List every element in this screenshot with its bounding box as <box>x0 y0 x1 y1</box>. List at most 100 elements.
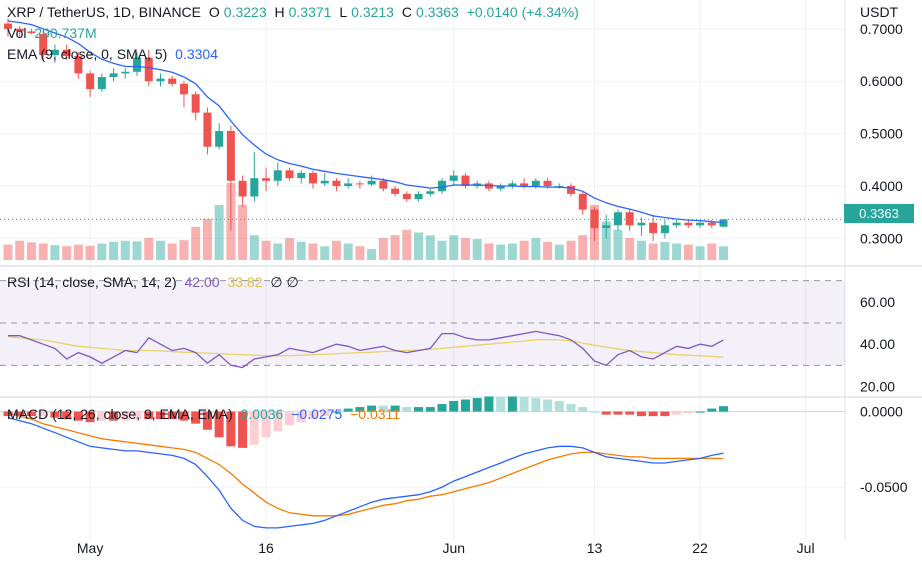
volume-bar <box>367 249 377 260</box>
candle-body <box>121 71 130 74</box>
candle-body <box>391 188 400 194</box>
low-label: L <box>339 4 348 20</box>
volume-bar <box>531 238 541 260</box>
macd-histogram-bar <box>355 407 365 412</box>
macd-histogram-bar <box>519 396 529 412</box>
macd-histogram-bar <box>155 411 165 420</box>
candle-body <box>39 34 48 56</box>
macd-histogram-bar <box>191 411 201 424</box>
volume-bar <box>320 246 330 260</box>
candle-body <box>320 180 329 184</box>
candle-body <box>684 222 693 226</box>
macd-histogram-bar <box>202 411 212 430</box>
macd-value: −0.0275 <box>291 406 343 422</box>
open-label: O <box>208 4 220 20</box>
candle-body <box>402 193 411 200</box>
volume-bar <box>179 240 189 260</box>
candle-body <box>520 183 529 187</box>
macd-histogram-bar <box>648 411 658 417</box>
macd-histogram-bar <box>590 411 599 413</box>
candle-body <box>27 31 36 34</box>
macd-histogram-bar <box>496 396 506 412</box>
price-tick-label: 0.5000 <box>860 126 903 142</box>
macd-histogram-bar <box>296 411 306 423</box>
macd-tick-label: -0.0500 <box>860 479 908 495</box>
macd-histogram-bar <box>261 411 271 438</box>
candle-body <box>203 112 212 147</box>
candle-body <box>660 225 669 234</box>
macd-histogram-bar <box>390 405 400 412</box>
ema-value: 0.3304 <box>175 46 218 62</box>
rsi-line <box>8 330 724 369</box>
volume-legend: Vol 290.737M <box>7 25 101 41</box>
price-tick-label: 0.6000 <box>860 73 903 89</box>
candle-body <box>97 77 106 90</box>
macd-histogram-bar <box>636 411 646 417</box>
macd-histogram-bar <box>554 401 564 412</box>
macd-histogram-bar <box>132 411 142 420</box>
macd-histogram-bar <box>238 411 248 448</box>
candle-body <box>156 78 165 82</box>
volume-bar <box>613 229 623 260</box>
volume-label: Vol <box>7 25 27 41</box>
volume-value: 290.737M <box>34 25 97 41</box>
candle-body <box>531 180 540 187</box>
volume-bar <box>273 243 283 260</box>
volume-bar <box>566 240 576 260</box>
macd-histogram-bar <box>566 404 576 412</box>
price-tick-label: 0.7000 <box>860 21 903 37</box>
macd-histogram-bar <box>460 399 470 412</box>
volume-bar <box>460 238 470 260</box>
macd-hist-value: 0.0036 <box>240 406 284 422</box>
volume-bar <box>26 242 36 260</box>
macd-histogram-bar <box>62 411 72 420</box>
volume-bar <box>85 245 95 260</box>
ema-label: EMA (9, close, 0, SMA, 5) <box>7 46 168 62</box>
macd-histogram-bar <box>3 411 13 417</box>
macd-histogram-bar <box>214 411 224 438</box>
candle-body <box>496 186 505 189</box>
volume-bar <box>496 244 506 260</box>
candle-body <box>273 170 282 181</box>
volume-bar <box>402 229 412 260</box>
candle-body <box>637 222 646 226</box>
candle-body <box>719 219 728 227</box>
volume-bar <box>285 238 295 260</box>
macd-histogram-bar <box>97 411 107 421</box>
time-tick-label: 13 <box>587 540 603 556</box>
rsi-hidden-icons[interactable]: ∅ ∅ <box>270 274 299 290</box>
candle-body <box>672 222 681 226</box>
macd-histogram-bar <box>50 411 60 418</box>
candle-body <box>355 183 364 185</box>
volume-bar <box>238 205 248 260</box>
candle-body <box>191 94 200 113</box>
candle-body <box>367 180 376 185</box>
close-value: 0.3363 <box>415 4 459 20</box>
candle-body <box>543 180 552 187</box>
candle-body <box>308 172 317 184</box>
volume-bar <box>601 221 611 260</box>
volume-bar <box>519 240 529 260</box>
macd-histogram-bar <box>613 411 623 415</box>
macd-histogram-bar <box>683 411 693 414</box>
macd-histogram-bar <box>507 396 517 412</box>
candle-body <box>613 212 622 226</box>
volume-bar <box>50 245 60 260</box>
macd-histogram-bar <box>109 411 119 421</box>
macd-histogram-bar <box>120 411 130 421</box>
macd-histogram-bar <box>660 411 670 417</box>
candle-body <box>508 183 517 187</box>
macd-histogram-bar <box>343 408 353 412</box>
candle-body <box>590 209 599 228</box>
volume-bar <box>648 243 658 260</box>
candle-body <box>567 186 576 194</box>
candle-body <box>262 178 271 181</box>
volume-bar <box>707 243 717 260</box>
macd-histogram-bar <box>144 411 154 420</box>
volume-bar <box>296 241 306 260</box>
candle-body <box>133 57 142 72</box>
volume-bar <box>73 244 83 260</box>
candle-body <box>332 180 341 187</box>
macd-histogram-bar <box>331 411 341 413</box>
